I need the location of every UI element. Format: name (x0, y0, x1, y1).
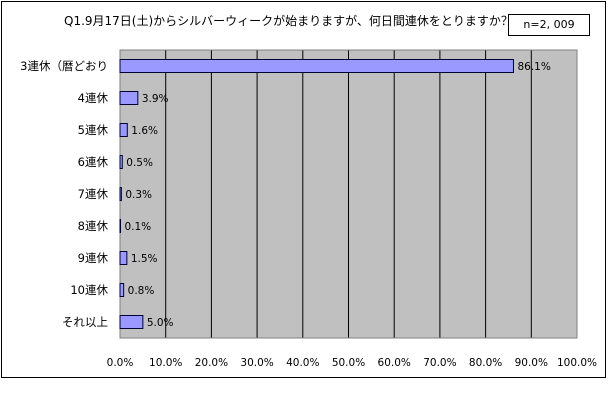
bar (119, 123, 128, 137)
x-tick-label: 20.0% (195, 357, 228, 369)
category-label: 7連休 (78, 187, 109, 201)
data-label: 1.5% (131, 253, 158, 265)
bar (119, 315, 144, 329)
category-label: それ以上 (62, 315, 108, 329)
x-tick-label: 10.0% (149, 357, 182, 369)
bar (119, 251, 128, 265)
x-tick-label: 30.0% (240, 357, 273, 369)
bar (119, 91, 139, 105)
category-label: 4連休 (78, 91, 109, 105)
x-tick-label: 70.0% (423, 357, 456, 369)
data-label: 3.9% (142, 93, 169, 105)
bar (119, 219, 121, 233)
bar (119, 187, 122, 201)
data-label: 5.0% (147, 317, 174, 329)
bar (119, 283, 125, 297)
category-label: 10連休 (70, 283, 108, 297)
bar (119, 155, 123, 169)
category-label: 9連休 (78, 251, 109, 265)
category-label: 6連休 (78, 155, 109, 169)
chart-frame: Q1.9月17日(土)からシルバーウィークが始まりますが、何日間連休をとりますか… (1, 1, 606, 378)
data-label: 0.5% (126, 157, 153, 169)
x-tick-label: 90.0% (515, 357, 548, 369)
x-tick-label: 80.0% (469, 357, 502, 369)
data-label: 0.8% (128, 285, 155, 297)
data-label: 0.1% (124, 221, 151, 233)
data-label: 86.1% (517, 61, 550, 73)
category-label: 3連休（暦どおり (20, 59, 108, 73)
x-tick-label: 50.0% (332, 357, 365, 369)
chart-title: Q1.9月17日(土)からシルバーウィークが始まりますが、何日間連休をとりますか… (64, 14, 513, 28)
sample-size-badge: n=2, 009 (508, 14, 590, 36)
data-label: 1.6% (131, 125, 158, 137)
bar-chart-plot: 0.0% 10.0% 20.0% 30.0% 40.0% 50.0% 60.0% 70.0% 8… (20, 49, 597, 369)
x-tick-label: 40.0% (286, 357, 319, 369)
category-label: 8連休 (78, 219, 109, 233)
category-label: 5連休 (78, 123, 109, 137)
bar (119, 59, 514, 73)
x-tick-label: 60.0% (378, 357, 411, 369)
data-label: 0.3% (125, 189, 152, 201)
x-tick-label: 0.0% (107, 357, 134, 369)
x-tick-label: 100.0% (557, 357, 597, 369)
